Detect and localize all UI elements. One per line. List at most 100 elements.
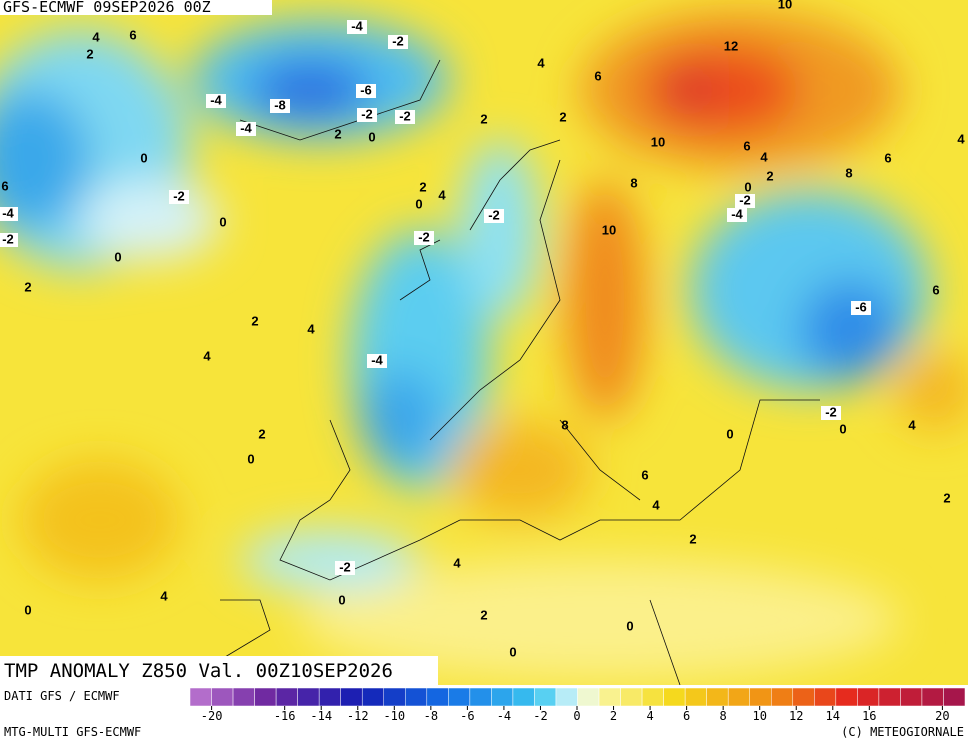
contour-label: 2 xyxy=(766,168,773,183)
scale-swatch xyxy=(814,687,837,707)
contour-label: 0 xyxy=(726,426,733,441)
label-bg xyxy=(367,354,387,368)
scale-label: -2 xyxy=(533,709,547,723)
label-bg xyxy=(851,301,871,315)
caption-bg xyxy=(0,656,438,685)
contour-label: 4 xyxy=(537,55,545,70)
label-bg xyxy=(356,84,376,98)
scale-swatch xyxy=(943,687,966,707)
contour-label: 2 xyxy=(480,607,487,622)
contour-label: 0 xyxy=(839,421,846,436)
contour-label: 6 xyxy=(641,467,648,482)
contour-label: 4 xyxy=(160,588,168,603)
scale-label: 4 xyxy=(646,709,653,723)
scale-label: -14 xyxy=(310,709,332,723)
contour-label: 2 xyxy=(559,109,566,124)
scale-swatch xyxy=(211,687,234,707)
scale-label: 10 xyxy=(752,709,766,723)
contour-label: -4 xyxy=(210,92,222,107)
label-bg xyxy=(169,190,189,204)
label-bg xyxy=(484,209,504,223)
scale-label: -6 xyxy=(460,709,474,723)
scale-swatch xyxy=(900,687,923,707)
source: DATI GFS / ECMWF xyxy=(4,689,120,703)
contour-label: 2 xyxy=(251,313,258,328)
scale-swatch xyxy=(749,687,772,707)
scale-swatch xyxy=(620,687,643,707)
contour-label: -4 xyxy=(2,205,14,220)
contour-label: 2 xyxy=(86,46,93,61)
contour-label: 4 xyxy=(453,555,461,570)
contour-label: 4 xyxy=(307,321,315,336)
scale-swatch xyxy=(405,687,428,707)
scale-swatch xyxy=(340,687,363,707)
scale-label: 2 xyxy=(610,709,617,723)
contour-label: 0 xyxy=(368,129,375,144)
scale-swatch xyxy=(878,687,901,707)
anomaly-field xyxy=(0,0,968,685)
scale-swatch xyxy=(318,687,341,707)
label-bg xyxy=(395,110,415,124)
scale-swatch xyxy=(663,687,686,707)
scale-swatch xyxy=(727,687,750,707)
contour-label: 0 xyxy=(140,150,147,165)
contour-label: -4 xyxy=(240,120,252,135)
contour-label: 6 xyxy=(743,138,750,153)
contour-label: -2 xyxy=(2,231,14,246)
label-bg xyxy=(347,20,367,34)
scale-swatch xyxy=(684,687,707,707)
contour-label: -2 xyxy=(339,559,351,574)
scale-label: 20 xyxy=(935,709,949,723)
contour-label: 6 xyxy=(594,68,601,83)
label-bg xyxy=(414,231,434,245)
contour-label: 4 xyxy=(760,149,768,164)
contour-label: 0 xyxy=(415,196,422,211)
contour-label: 4 xyxy=(957,131,965,146)
scale-label: -4 xyxy=(497,709,511,723)
contour-label: 0 xyxy=(247,451,254,466)
label-bg xyxy=(727,208,747,222)
label-bg xyxy=(357,108,377,122)
contour-label: -2 xyxy=(392,33,404,48)
contour-label: -6 xyxy=(855,299,867,314)
scale-label: 0 xyxy=(573,709,580,723)
scale-label: -8 xyxy=(424,709,438,723)
scale-label: 8 xyxy=(720,709,727,723)
contour-label: 4 xyxy=(203,348,211,363)
contour-label: 0 xyxy=(114,249,121,264)
scale-swatch xyxy=(469,687,492,707)
scale-swatch xyxy=(361,687,385,707)
scale-label: 6 xyxy=(683,709,690,723)
scale-swatch xyxy=(512,687,535,707)
contour-label: 2 xyxy=(480,111,487,126)
label-bg xyxy=(236,122,256,136)
contour-label: -4 xyxy=(351,18,363,33)
scale-swatch xyxy=(491,687,514,707)
scale-swatch xyxy=(792,687,815,707)
label-bg xyxy=(821,406,841,420)
scale-label: -10 xyxy=(383,709,405,723)
contour-label: 2 xyxy=(24,279,31,294)
contour-label: 4 xyxy=(652,497,660,512)
contour-label: -2 xyxy=(739,192,751,207)
map-caption: TMP ANOMALY Z850 Val. 00Z10SEP2026 xyxy=(4,660,393,682)
scale-swatch xyxy=(641,687,664,707)
contour-label: 6 xyxy=(884,150,891,165)
contour-label: 2 xyxy=(689,531,696,546)
scale-swatch xyxy=(297,687,320,707)
contour-label: 4 xyxy=(908,417,916,432)
contour-label: 4 xyxy=(92,29,100,44)
contour-label: 2 xyxy=(943,490,950,505)
contour-label: 0 xyxy=(744,179,751,194)
scale-swatch xyxy=(555,687,578,707)
label-bg xyxy=(335,561,355,575)
scale-swatch xyxy=(577,687,600,707)
scale-swatch xyxy=(857,687,880,707)
scale-swatch xyxy=(383,687,406,707)
contour-label: -4 xyxy=(731,206,743,221)
scale-swatch xyxy=(534,687,557,707)
contour-label: 8 xyxy=(561,417,568,432)
scale-swatch xyxy=(426,687,449,707)
label-bg xyxy=(206,94,226,108)
